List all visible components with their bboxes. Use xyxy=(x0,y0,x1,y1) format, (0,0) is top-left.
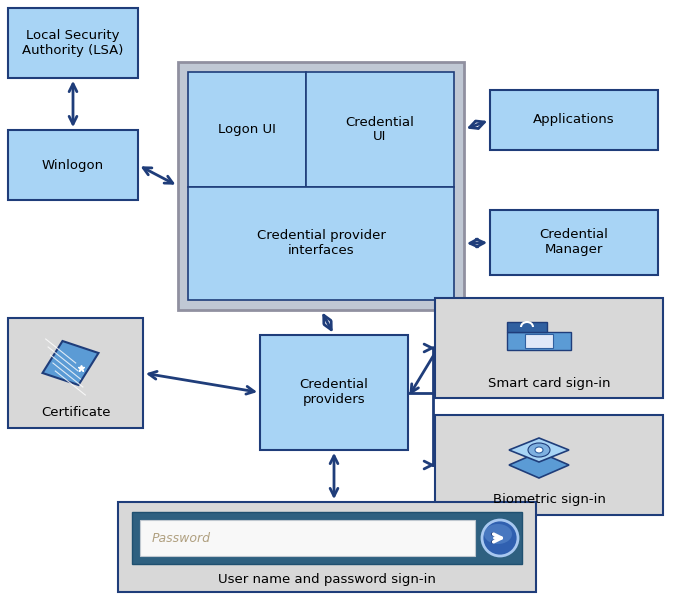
Bar xyxy=(118,502,536,592)
Text: Logon UI: Logon UI xyxy=(218,123,276,136)
Polygon shape xyxy=(509,452,569,478)
Bar xyxy=(435,298,663,398)
Bar xyxy=(490,210,658,275)
Text: Winlogon: Winlogon xyxy=(42,158,104,172)
Bar xyxy=(178,62,464,310)
Text: Credential
Manager: Credential Manager xyxy=(539,228,608,257)
Polygon shape xyxy=(525,334,553,348)
Bar xyxy=(260,335,408,450)
Bar xyxy=(140,520,475,556)
Polygon shape xyxy=(507,332,571,350)
Text: User name and password sign-in: User name and password sign-in xyxy=(218,572,436,586)
Text: Smart card sign-in: Smart card sign-in xyxy=(488,376,610,390)
Text: Local Security
Authority (LSA): Local Security Authority (LSA) xyxy=(22,29,124,57)
Bar xyxy=(490,90,658,150)
Text: Credential
UI: Credential UI xyxy=(346,115,414,143)
Polygon shape xyxy=(509,438,569,462)
Ellipse shape xyxy=(484,524,512,544)
Bar xyxy=(132,512,522,564)
Ellipse shape xyxy=(535,447,543,453)
Bar xyxy=(188,187,454,300)
Ellipse shape xyxy=(482,520,518,556)
Text: Certificate: Certificate xyxy=(40,405,110,418)
Bar xyxy=(188,72,306,187)
Polygon shape xyxy=(507,322,547,332)
Text: Credential
providers: Credential providers xyxy=(300,379,369,407)
Bar xyxy=(8,130,138,200)
Text: Applications: Applications xyxy=(533,114,615,126)
Bar xyxy=(8,318,143,428)
Text: Biometric sign-in: Biometric sign-in xyxy=(493,493,605,506)
Ellipse shape xyxy=(528,443,550,457)
Text: Password: Password xyxy=(152,532,211,544)
Bar xyxy=(8,8,138,78)
Text: Credential provider
interfaces: Credential provider interfaces xyxy=(256,229,385,257)
Bar xyxy=(306,72,454,187)
Bar xyxy=(435,415,663,515)
Polygon shape xyxy=(43,341,99,385)
